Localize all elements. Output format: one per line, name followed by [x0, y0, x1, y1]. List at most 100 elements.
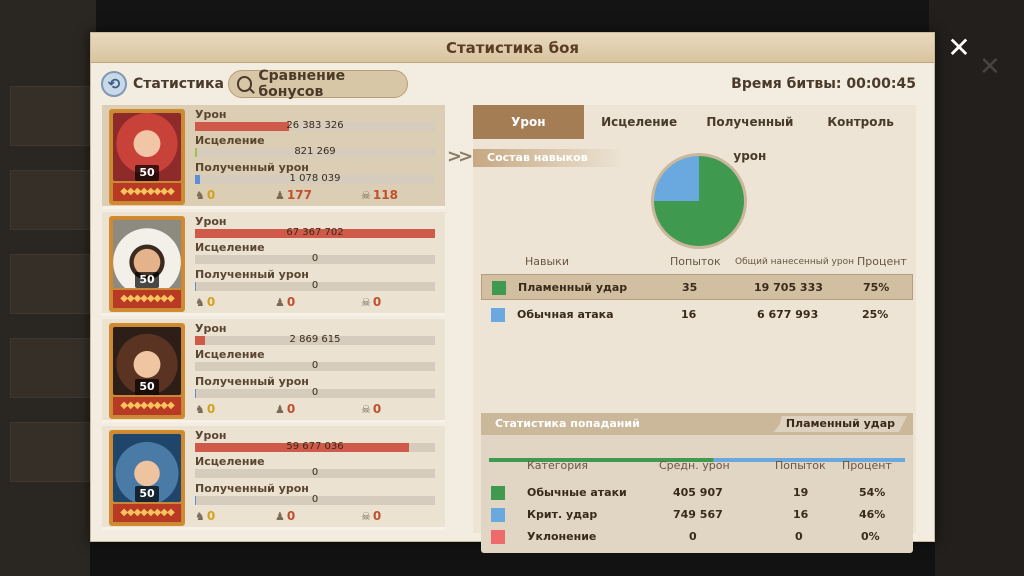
hero-level: 50 — [135, 379, 159, 395]
hit-category: Обычные атаки — [527, 486, 627, 499]
hero-metric-label: Урон — [195, 215, 227, 228]
skill-attempts: 16 — [681, 308, 697, 321]
hero-count: ☠ 0 — [361, 295, 381, 309]
hero-stars-icon: ◆◆◆◆◆◆◆◆ — [113, 183, 181, 201]
wounded-icon: ♟ — [275, 188, 285, 202]
hero-card[interactable]: 50 ◆◆◆◆◆◆◆◆ Урон 67 367 702 Исцеление 0 Полу… — [102, 212, 445, 316]
stats-toolbar: ⟲ Статистика Сравнение бонусов Время бит… — [101, 68, 931, 100]
hit-avg: 749 567 — [673, 508, 723, 521]
hero-metric-value: 0 — [311, 253, 319, 264]
hero-card[interactable]: 50 ◆◆◆◆◆◆◆◆ Урон 26 383 326 Исцеление 821 2… — [102, 105, 445, 209]
hero-count: ☠ 0 — [361, 402, 381, 416]
hero-metric-taken: Полученный урон 0 — [195, 269, 435, 291]
hit-percent: 46% — [859, 508, 886, 521]
hero-count: ♟ 0 — [275, 295, 295, 309]
skill-row[interactable]: Пламенный удар 35 19 705 333 75% — [481, 274, 913, 300]
hit-color-swatch — [491, 530, 505, 544]
hit-stats-skill-selector[interactable]: Пламенный удар — [774, 416, 907, 432]
hero-count-value: 0 — [206, 402, 216, 416]
hero-portrait: 50 ◆◆◆◆◆◆◆◆ — [109, 216, 185, 312]
hero-metric-fill — [195, 336, 205, 345]
hit-row: Уклонение 0 0 0% — [481, 526, 913, 548]
tab-damage[interactable]: Урон — [473, 105, 584, 139]
hero-metric-value: 59 677 036 — [286, 441, 344, 452]
kills-icon: ☠ — [361, 509, 371, 523]
hero-metric-label: Исцеление — [195, 348, 265, 361]
hero-count: ♟ 0 — [275, 402, 295, 416]
stats-tab[interactable]: ⟲ Статистика — [101, 71, 224, 97]
hero-metric-value: 0 — [311, 360, 319, 371]
background-close-icon: ✕ — [979, 52, 1001, 82]
hero-metric-track: 0 — [195, 280, 435, 291]
close-icon[interactable]: ✕ — [947, 31, 971, 64]
hero-metric-track: 1 078 039 — [195, 173, 435, 184]
hero-metric-value: 26 383 326 — [286, 120, 344, 131]
stats-tab-label: Статистика — [133, 76, 224, 92]
hits-header-attempts: Попыток — [775, 459, 826, 472]
kills-icon: ☠ — [361, 402, 371, 416]
hero-count-value: 0 — [372, 402, 382, 416]
hero-metric-track: 821 269 — [195, 146, 435, 157]
tab-healing[interactable]: Исцеление — [601, 115, 678, 129]
units-icon: ♞ — [195, 509, 205, 523]
tab-control[interactable]: Контроль — [827, 115, 894, 129]
hero-metric-track: 0 — [195, 467, 435, 478]
hero-metric-fill — [195, 389, 197, 398]
background-menu-item — [10, 338, 90, 398]
hero-metric-value: 821 269 — [294, 146, 336, 157]
hero-level: 50 — [135, 272, 159, 288]
hero-portrait: 50 ◆◆◆◆◆◆◆◆ — [109, 323, 185, 419]
skill-attempts: 35 — [682, 281, 698, 294]
hit-distribution-segment — [713, 458, 905, 462]
background-menu-item — [10, 170, 90, 230]
hero-counts: ♞ 0 ♟ 0 ☠ 0 — [195, 509, 435, 523]
hit-distribution-svg — [489, 458, 905, 462]
hero-count-value: 0 — [372, 295, 382, 309]
pointer-arrow-icon: >> — [447, 146, 473, 167]
modal-title: Статистика боя — [91, 33, 934, 63]
hero-metric-track: 0 — [195, 387, 435, 398]
hero-metric-taken: Полученный урон 1 078 039 — [195, 162, 435, 184]
refresh-icon: ⟲ — [101, 71, 127, 97]
hero-metric-label: Урон — [195, 429, 227, 442]
hero-count: ♞ 0 — [195, 509, 215, 523]
hero-metric-fill — [195, 496, 197, 505]
hero-list: 50 ◆◆◆◆◆◆◆◆ Урон 26 383 326 Исцеление 821 2… — [102, 105, 445, 531]
skills-section-title: Состав навыков — [473, 149, 623, 167]
hits-header-avg: Средн. урон — [659, 459, 730, 472]
hero-level: 50 — [135, 165, 159, 181]
hero-count-value: 0 — [206, 509, 216, 523]
hero-card[interactable]: 50 ◆◆◆◆◆◆◆◆ Урон 59 677 036 Исцеление 0 Полу… — [102, 426, 445, 530]
compare-bonuses-button[interactable]: Сравнение бонусов — [228, 68, 408, 100]
hero-metric-heal: Исцеление 0 — [195, 242, 435, 264]
search-icon — [237, 76, 253, 92]
hero-count-value: 0 — [286, 509, 296, 523]
wounded-icon: ♟ — [275, 295, 285, 309]
hit-percent: 0% — [861, 530, 880, 543]
wounded-icon: ♟ — [275, 509, 285, 523]
tab-damage-taken[interactable]: Полученный урон — [706, 115, 794, 163]
hero-metric-fill — [195, 148, 198, 157]
hero-count: ☠ 118 — [361, 188, 398, 202]
hero-card[interactable]: 50 ◆◆◆◆◆◆◆◆ Урон 2 869 615 Исцеление 0 Получ… — [102, 319, 445, 423]
hero-metric-damage: Урон 2 869 615 — [195, 323, 435, 345]
background-menu-item — [10, 422, 90, 482]
skill-row[interactable]: Обычная атака 16 6 677 993 25% — [481, 302, 913, 328]
hero-metric-label: Исцеление — [195, 455, 265, 468]
battle-time: Время битвы: 00:00:45 — [731, 76, 916, 92]
hero-metric-heal: Исцеление 0 — [195, 349, 435, 371]
hits-header-percent: Процент — [842, 459, 892, 472]
hero-metric-value: 1 078 039 — [289, 173, 341, 184]
background-menu-item — [10, 86, 90, 146]
stat-tabs: Урон Исцеление Полученный урон Контроль — [473, 105, 916, 163]
hero-metric-heal: Исцеление 821 269 — [195, 135, 435, 157]
hits-header-category: Категория — [527, 459, 588, 472]
skill-percent: 75% — [863, 281, 890, 294]
hero-metric-fill — [195, 122, 289, 131]
hero-metric-damage: Урон 59 677 036 — [195, 430, 435, 452]
hero-metric-track: 26 383 326 — [195, 120, 435, 131]
hero-count: ☠ 0 — [361, 509, 381, 523]
hit-stats-box: Статистика попаданий Пламенный удар Кате… — [481, 413, 913, 553]
hero-count: ♞ 0 — [195, 188, 215, 202]
hero-metric-label: Полученный урон — [195, 161, 309, 174]
